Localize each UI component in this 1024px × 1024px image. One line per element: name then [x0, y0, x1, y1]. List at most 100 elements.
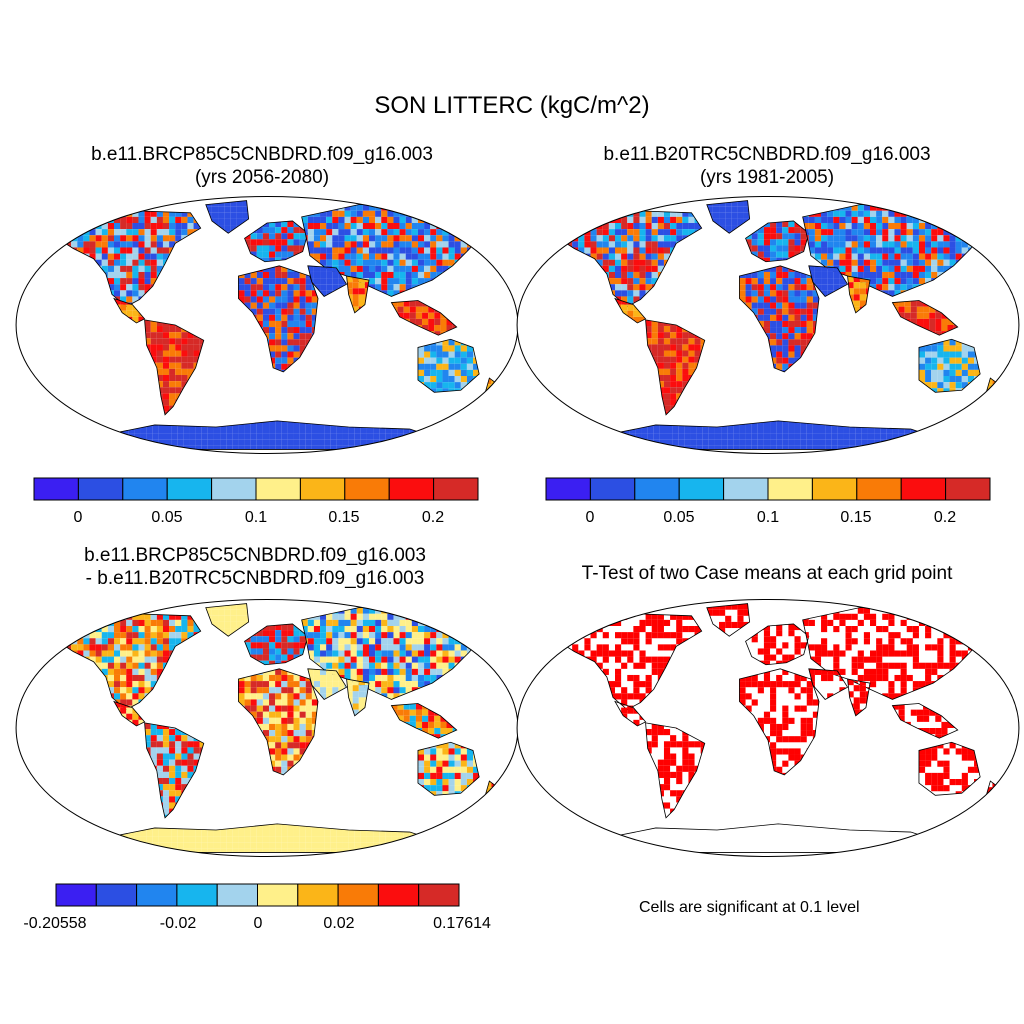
grid-cell	[590, 216, 597, 223]
grid-cell	[375, 241, 382, 248]
grid-cell	[440, 439, 441, 446]
grid-cell	[281, 251, 288, 258]
grid-cell	[107, 632, 114, 639]
grid-cell	[639, 278, 646, 285]
grid-cell	[776, 302, 783, 309]
grid-cell	[657, 362, 664, 369]
grid-cell	[912, 271, 919, 279]
grid-cell	[126, 247, 133, 254]
grid-cell	[275, 420, 282, 427]
grid-cell	[757, 271, 764, 279]
grid-cell	[955, 376, 962, 383]
grid-cell	[281, 227, 288, 234]
grid-cell	[849, 433, 856, 440]
grid-cell	[369, 253, 376, 260]
grid-cell	[442, 216, 449, 223]
grid-cell	[861, 433, 868, 440]
grid-cell	[138, 674, 145, 682]
grid-cell	[71, 241, 78, 248]
panel4-title-line1: T-Test of two Case means at each grid po…	[581, 563, 953, 584]
grid-cell	[647, 445, 654, 450]
grid-cell	[888, 235, 895, 242]
grid-cell	[645, 259, 652, 266]
grid-cell	[929, 439, 936, 446]
grid-cell	[967, 210, 975, 217]
grid-cell	[949, 363, 956, 370]
grid-cell	[808, 241, 815, 248]
grid-cell	[269, 345, 276, 352]
grid-cell	[925, 382, 932, 389]
grid-cell	[218, 621, 225, 629]
grid-cell	[156, 613, 163, 620]
grid-cell	[719, 212, 726, 219]
grid-cell	[886, 427, 893, 434]
grid-cell	[52, 210, 59, 217]
grid-cell	[89, 241, 96, 248]
grid-cell	[287, 327, 294, 334]
grid-cell	[757, 290, 764, 297]
grid-cell	[888, 290, 895, 297]
grid-cell	[604, 445, 611, 450]
grid-cell	[152, 445, 159, 450]
grid-cell	[688, 210, 695, 217]
grid-cell	[101, 619, 108, 626]
grid-cell	[391, 439, 398, 446]
grid-cell	[120, 229, 127, 236]
grid-cell	[109, 433, 117, 440]
grid-cell	[473, 229, 480, 236]
grid-cell	[175, 790, 182, 797]
grid-cell	[144, 668, 151, 675]
grid-cell	[346, 282, 353, 289]
grid-cell	[305, 723, 312, 731]
grid-cell	[808, 216, 815, 223]
grid-cell	[77, 638, 84, 645]
grid-cell	[393, 229, 400, 236]
grid-cell	[281, 748, 288, 755]
grid-cell	[403, 427, 410, 434]
grid-cell	[311, 308, 318, 315]
grid-cell	[269, 648, 276, 655]
grid-cell	[287, 748, 294, 755]
grid-cell	[126, 638, 133, 645]
grid-cell	[77, 235, 84, 242]
grid-cell	[651, 319, 658, 327]
grid-cell	[262, 427, 270, 434]
grid-cell	[156, 332, 163, 339]
grid-cell	[320, 253, 327, 260]
grid-cell	[800, 278, 807, 285]
grid-cell	[156, 753, 163, 760]
grid-cell	[162, 747, 170, 754]
grid-cell	[58, 223, 66, 230]
grid-cell	[156, 668, 163, 675]
grid-cell	[156, 759, 163, 766]
grid-cell	[275, 660, 282, 665]
grid-cell	[800, 333, 807, 340]
grid-cell	[442, 382, 449, 389]
grid-cell	[393, 265, 400, 272]
grid-cell	[434, 445, 441, 450]
grid-cell	[132, 619, 139, 626]
grid-cell	[299, 333, 306, 340]
grid-cell	[175, 784, 182, 791]
grid-cell	[473, 216, 480, 223]
grid-cell	[448, 351, 455, 358]
grid-cell	[776, 351, 783, 358]
grid-cell	[851, 223, 858, 230]
grid-cell	[338, 223, 345, 230]
grid-cell	[181, 784, 188, 791]
grid-cell	[608, 223, 615, 230]
grid-cell	[275, 668, 282, 675]
grid-cell	[375, 284, 382, 291]
grid-cell	[169, 644, 176, 651]
grid-cell	[448, 259, 455, 266]
grid-cell	[770, 351, 777, 358]
grid-cell	[95, 619, 102, 626]
grid-cell	[352, 288, 359, 295]
grid-cell	[156, 729, 163, 736]
grid-cell	[132, 210, 139, 217]
grid-cell	[175, 216, 182, 223]
grid-cell	[305, 284, 312, 291]
grid-cell	[479, 229, 484, 236]
grid-cell	[782, 439, 789, 446]
grid-cell	[745, 290, 752, 297]
